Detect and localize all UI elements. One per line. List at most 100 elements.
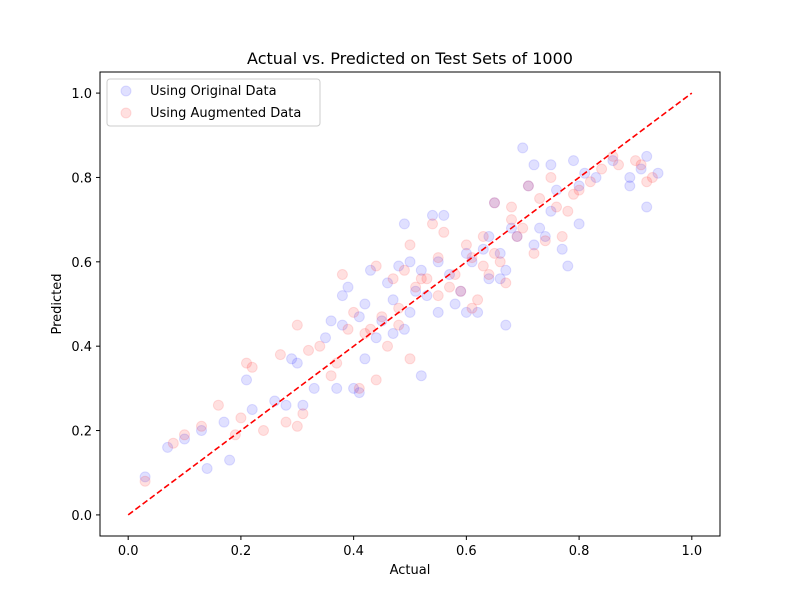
point-original-61 [511, 231, 523, 242]
point-original-3 [196, 425, 207, 436]
point-augmented-37 [421, 273, 433, 285]
point-augmented-1 [167, 437, 179, 449]
point-original-83 [641, 201, 653, 213]
point-original-4 [201, 463, 213, 474]
point-original-34 [398, 323, 410, 335]
point-augmented-73 [613, 159, 624, 171]
point-augmented-46 [466, 302, 478, 314]
point-augmented-58 [511, 231, 523, 242]
point-original-19 [336, 290, 348, 302]
point-original-43 [432, 256, 444, 268]
point-original-44 [438, 209, 450, 221]
point-augmented-6 [235, 412, 247, 424]
x-tick-label-5: 1.0 [681, 544, 702, 559]
legend: Using Original Data Using Augmented Data [106, 78, 321, 127]
y-tick-label-0: 0.0 [71, 509, 92, 524]
point-augmented-56 [506, 214, 517, 226]
point-augmented-2 [179, 429, 190, 441]
point-original-59 [500, 264, 512, 276]
point-augmented-67 [562, 205, 574, 217]
point-original-69 [545, 205, 557, 217]
x-tick-label-4: 0.8 [569, 544, 590, 559]
point-augmented-12 [291, 420, 303, 432]
point-augmented-32 [398, 264, 410, 276]
point-original-10 [280, 399, 292, 411]
point-original-58 [500, 319, 512, 331]
point-augmented-11 [280, 416, 292, 428]
legend-box [106, 78, 321, 127]
point-augmented-64 [545, 172, 557, 183]
point-original-20 [342, 281, 354, 293]
point-original-77 [590, 172, 602, 183]
point-original-13 [297, 399, 309, 411]
point-augmented-26 [370, 260, 382, 272]
point-original-57 [494, 247, 506, 259]
point-original-62 [517, 142, 529, 154]
point-original-18 [336, 319, 348, 331]
point-augmented-9 [258, 425, 269, 436]
point-augmented-14 [297, 408, 309, 420]
point-augmented-49 [477, 260, 489, 272]
point-original-65 [528, 239, 540, 251]
point-original-0 [139, 471, 151, 483]
point-original-78 [607, 155, 619, 167]
point-augmented-35 [410, 281, 422, 293]
point-augmented-3 [196, 420, 207, 432]
point-augmented-15 [303, 344, 314, 356]
point-original-36 [404, 306, 416, 318]
point-augmented-29 [387, 273, 399, 285]
y-axis-label: Predicted [50, 273, 65, 334]
point-augmented-63 [539, 235, 551, 247]
point-augmented-70 [584, 176, 596, 188]
point-original-35 [404, 256, 416, 268]
point-augmented-66 [556, 231, 568, 242]
point-augmented-45 [460, 239, 472, 251]
point-augmented-21 [348, 306, 360, 318]
point-original-25 [359, 353, 371, 365]
point-original-37 [410, 285, 422, 297]
point-augmented-53 [489, 247, 500, 259]
point-original-63 [522, 180, 534, 192]
point-original-27 [370, 332, 382, 344]
x-tick-label-1: 0.2 [231, 544, 252, 559]
point-augmented-50 [477, 231, 489, 242]
point-augmented-42 [444, 281, 455, 293]
point-original-7 [241, 374, 252, 386]
point-augmented-60 [522, 180, 534, 192]
point-original-2 [179, 433, 190, 445]
point-original-51 [472, 306, 484, 318]
point-original-55 [489, 197, 500, 209]
point-augmented-44 [455, 285, 467, 297]
point-original-39 [415, 370, 427, 382]
point-original-64 [528, 159, 540, 171]
point-augmented-76 [641, 176, 653, 188]
y-tick-label-2: 0.4 [71, 340, 92, 355]
y-axis: 0.0 0.2 0.4 0.6 0.8 1.0 [71, 87, 100, 524]
point-original-74 [573, 180, 585, 192]
point-augmented-77 [646, 172, 658, 183]
point-augmented-40 [432, 290, 444, 302]
point-original-75 [573, 218, 585, 230]
legend-marker-augmented [120, 107, 132, 119]
point-augmented-65 [551, 201, 562, 213]
point-original-8 [246, 404, 258, 415]
point-augmented-19 [336, 269, 348, 280]
y-tick-label-4: 0.8 [71, 171, 92, 186]
point-original-21 [348, 382, 360, 394]
legend-label-augmented: Using Augmented Data [150, 106, 301, 121]
point-augmented-28 [382, 340, 393, 352]
point-original-54 [483, 231, 495, 242]
y-tick-label-5: 1.0 [71, 87, 92, 102]
point-augmented-59 [517, 222, 529, 234]
point-original-31 [387, 294, 399, 306]
point-augmented-41 [438, 226, 450, 238]
point-original-30 [387, 328, 399, 339]
point-original-56 [494, 273, 506, 285]
point-augmented-68 [568, 188, 579, 200]
point-original-14 [308, 382, 320, 394]
point-original-84 [652, 167, 664, 179]
point-augmented-55 [500, 277, 512, 289]
point-augmented-48 [472, 294, 484, 306]
point-augmented-61 [528, 247, 540, 259]
